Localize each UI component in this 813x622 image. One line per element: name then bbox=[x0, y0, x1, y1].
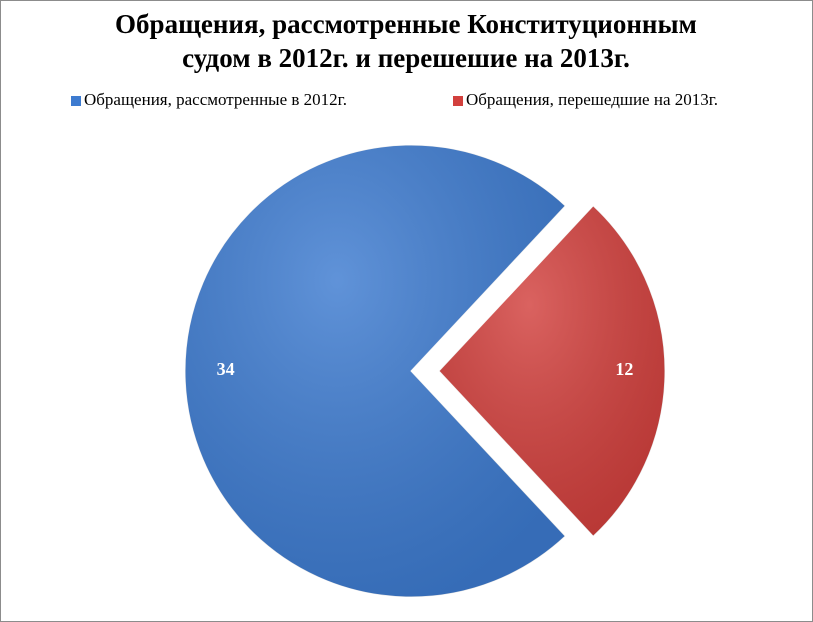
slice-shade bbox=[184, 144, 566, 597]
legend-swatch bbox=[453, 96, 463, 106]
chart-title: Обращения, рассмотренные Конституционным… bbox=[115, 9, 697, 73]
slice-shade bbox=[439, 205, 665, 537]
legend-swatch bbox=[71, 96, 81, 106]
legend-label: Обращения, перешедшие на 2013г. bbox=[466, 90, 718, 109]
data-label: 34 bbox=[217, 359, 235, 379]
legend-label: Обращения, рассмотренные в 2012г. bbox=[84, 90, 347, 109]
data-label: 12 bbox=[615, 359, 633, 379]
